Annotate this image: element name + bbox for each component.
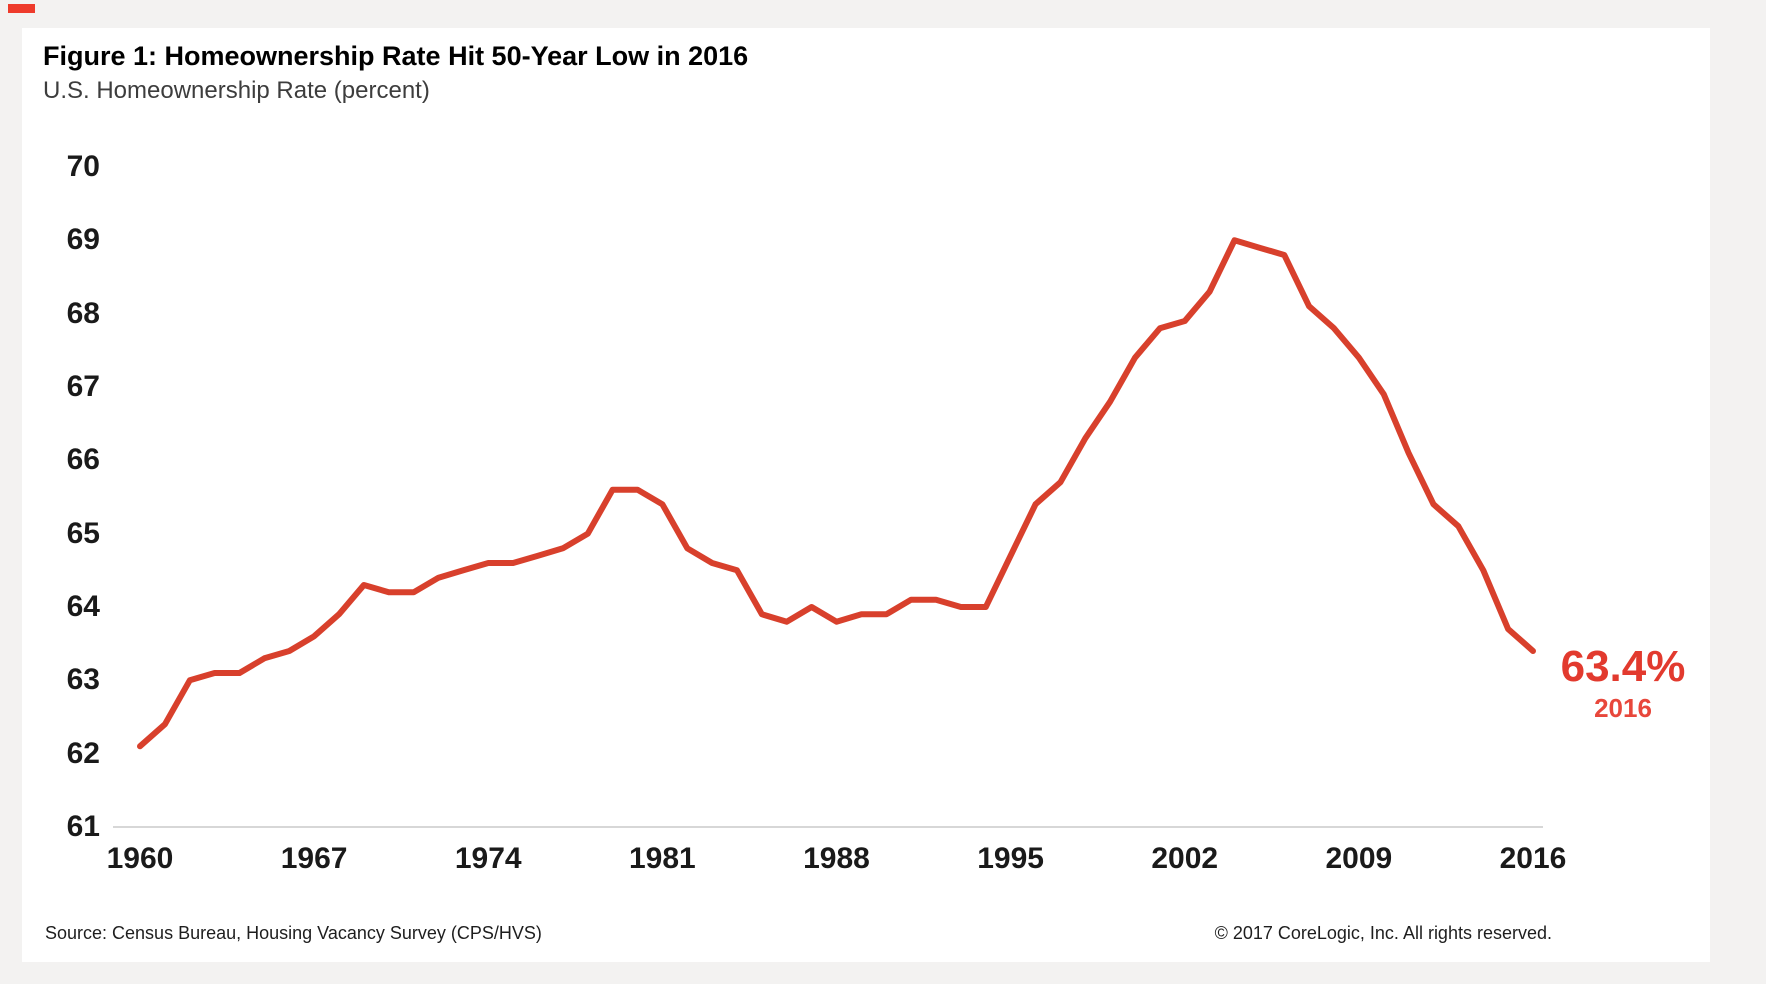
y-axis-tick-label: 68 bbox=[66, 296, 100, 330]
y-axis-tick-label: 63 bbox=[66, 663, 100, 697]
end-annotation-year: 2016 bbox=[1594, 693, 1652, 723]
x-axis-tick-label: 1960 bbox=[106, 842, 174, 875]
copyright-note: © 2017 CoreLogic, Inc. All rights reserv… bbox=[1214, 923, 1552, 943]
rate-line bbox=[137, 237, 1536, 750]
x-axis-tick-label: 2009 bbox=[1325, 842, 1393, 875]
x-axis-tick-label: 2016 bbox=[1499, 842, 1567, 875]
corner-red-mark bbox=[8, 4, 35, 13]
y-axis-tick-label: 61 bbox=[66, 810, 100, 843]
y-axis-tick-label: 70 bbox=[66, 150, 100, 183]
x-axis-tick-label: 1974 bbox=[454, 842, 522, 875]
source-note: Source: Census Bureau, Housing Vacancy S… bbox=[45, 923, 542, 943]
y-axis-tick-label: 69 bbox=[66, 223, 100, 257]
x-axis-baseline bbox=[113, 826, 1543, 828]
y-axis-tick-label: 66 bbox=[66, 443, 100, 477]
chart-card: Figure 1: Homeownership Rate Hit 50-Year… bbox=[22, 28, 1710, 962]
x-axis-tick-label: 1967 bbox=[280, 842, 348, 875]
x-axis-tick-label: 2002 bbox=[1151, 842, 1219, 875]
y-axis-tick-label: 67 bbox=[66, 370, 100, 403]
chart-subtitle: U.S. Homeownership Rate (percent) bbox=[43, 77, 430, 104]
x-axis-tick-label: 1981 bbox=[629, 842, 696, 875]
x-axis-tick-label: 1995 bbox=[977, 842, 1044, 875]
end-annotation-value: 63.4% bbox=[1560, 642, 1686, 691]
y-axis-tick-label: 65 bbox=[66, 516, 100, 550]
y-axis-tick-label: 62 bbox=[66, 736, 100, 770]
y-axis-tick-label: 64 bbox=[66, 590, 100, 623]
x-axis-tick-label: 1988 bbox=[803, 842, 870, 875]
end-annotation: 63.4% 2016 bbox=[1538, 642, 1708, 724]
homeownership-line-chart bbox=[137, 237, 1536, 750]
chart-title: Figure 1: Homeownership Rate Hit 50-Year… bbox=[43, 41, 749, 71]
